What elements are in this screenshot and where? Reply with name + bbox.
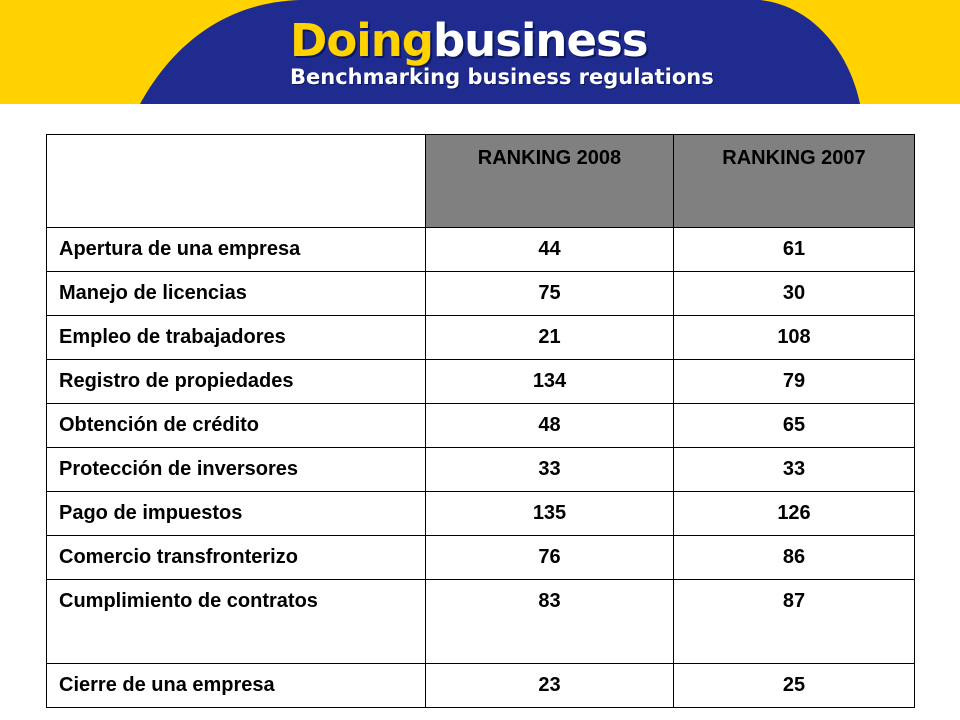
header-banner: Doingbusiness Benchmarking business regu… — [0, 0, 960, 104]
table-row: Obtención de crédito 48 65 — [46, 403, 915, 448]
ranking-2007-value: 87 — [673, 579, 915, 664]
header-ranking-2007: RANKING 2007 — [673, 134, 915, 228]
ranking-2007-value: 126 — [673, 491, 915, 536]
ranking-2008-value: 134 — [425, 359, 674, 404]
table-row: Pago de impuestos 135 126 — [46, 491, 915, 536]
table-row: Protección de inversores 33 33 — [46, 447, 915, 492]
ranking-2007-value: 33 — [673, 447, 915, 492]
ranking-2008-value: 83 — [425, 579, 674, 664]
row-label: Pago de impuestos — [46, 491, 426, 536]
ranking-2007-value: 79 — [673, 359, 915, 404]
ranking-2007-value: 25 — [673, 663, 915, 708]
header-ranking-2008: RANKING 2008 — [425, 134, 674, 228]
logo-business-text: business — [432, 14, 649, 67]
row-label: Empleo de trabajadores — [46, 315, 426, 360]
table-row: Comercio transfronterizo 76 86 — [46, 535, 915, 580]
table-row: Cierre de una empresa 23 25 — [46, 663, 915, 708]
ranking-2008-value: 44 — [425, 227, 674, 272]
ranking-table: RANKING 2008 RANKING 2007 Apertura de un… — [46, 134, 915, 708]
table-row: Registro de propiedades 134 79 — [46, 359, 915, 404]
row-label: Manejo de licencias — [46, 271, 426, 316]
doingbusiness-logo: Doingbusiness Benchmarking business regu… — [290, 18, 714, 88]
table-row: Manejo de licencias 75 30 — [46, 271, 915, 316]
row-label: Apertura de una empresa — [46, 227, 426, 272]
row-label: Cumplimiento de contratos — [46, 579, 426, 664]
row-label: Protección de inversores — [46, 447, 426, 492]
logo-doing-text: Doing — [290, 14, 434, 67]
ranking-2008-value: 23 — [425, 663, 674, 708]
ranking-2007-value: 61 — [673, 227, 915, 272]
ranking-2008-value: 75 — [425, 271, 674, 316]
ranking-2008-value: 33 — [425, 447, 674, 492]
table-row: Empleo de trabajadores 21 108 — [46, 315, 915, 360]
header-corner-cell — [46, 134, 426, 228]
row-label: Comercio transfronterizo — [46, 535, 426, 580]
ranking-2008-value: 21 — [425, 315, 674, 360]
ranking-2007-value: 86 — [673, 535, 915, 580]
table-row: Cumplimiento de contratos 83 87 — [46, 579, 915, 664]
banner-background — [0, 0, 960, 104]
row-label: Cierre de una empresa — [46, 663, 426, 708]
ranking-2008-value: 135 — [425, 491, 674, 536]
table-row: Apertura de una empresa 44 61 — [46, 227, 915, 272]
table-header-row: RANKING 2008 RANKING 2007 — [46, 134, 915, 228]
ranking-2007-value: 65 — [673, 403, 915, 448]
row-label: Registro de propiedades — [46, 359, 426, 404]
ranking-2007-value: 108 — [673, 315, 915, 360]
ranking-2008-value: 76 — [425, 535, 674, 580]
logo-tagline: Benchmarking business regulations — [290, 65, 714, 89]
logo-wordmark: Doingbusiness — [290, 18, 714, 63]
row-label: Obtención de crédito — [46, 403, 426, 448]
ranking-2007-value: 30 — [673, 271, 915, 316]
ranking-2008-value: 48 — [425, 403, 674, 448]
